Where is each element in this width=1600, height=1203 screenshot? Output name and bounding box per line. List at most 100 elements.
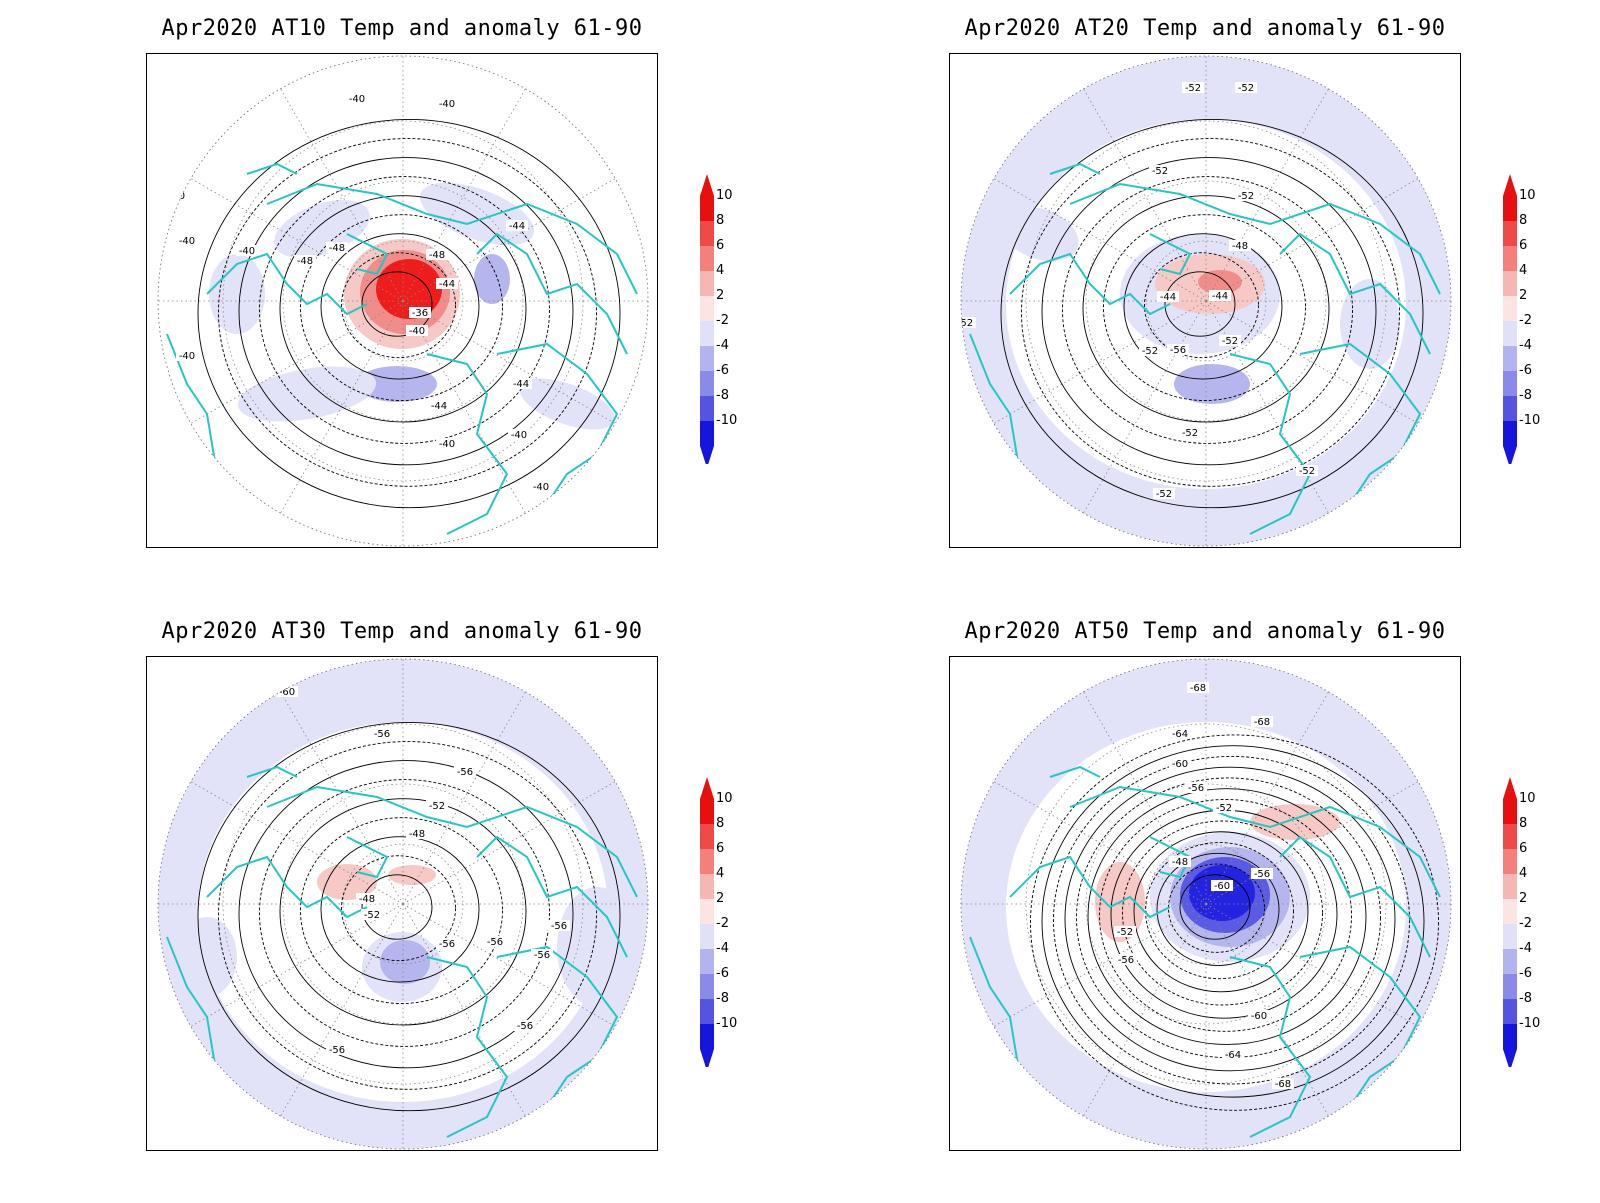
contour-label-bg — [426, 249, 448, 260]
coastline — [1279, 835, 1431, 958]
coastline — [266, 182, 638, 295]
anomaly-area-cold — [380, 940, 430, 984]
colorbar-segment — [1503, 849, 1517, 874]
latitude-gridline — [282, 783, 524, 1025]
coastline — [476, 232, 628, 355]
colorbar-segment — [700, 899, 714, 924]
map-boundary — [960, 658, 1452, 1150]
colorbar-segment — [700, 874, 714, 899]
longitude-gridline — [402, 781, 616, 905]
contour-label-bg — [510, 378, 532, 389]
temperature-contour — [1103, 214, 1306, 401]
anomaly-colorbar: 10 8 6 4 2 -2 -4 -6 -8 -10 — [700, 777, 780, 1067]
coastline — [426, 353, 509, 535]
anomaly-colorbar: 10 8 6 4 2 -2 -4 -6 -8 -10 — [700, 174, 780, 464]
colorbar-segment — [700, 849, 714, 874]
contour-label-bg — [356, 893, 378, 904]
map-canvas: -60 -56 -56 -52 -48 -48 -52 -56 -56 -56 -56 -56 -56 — [157, 658, 649, 1150]
temperature-contour — [1021, 138, 1400, 487]
contour-label-bg — [426, 800, 448, 811]
contour-label: -48 — [1172, 857, 1188, 868]
colorbar-tick-label: 4 — [716, 263, 725, 278]
temperature-contour — [1076, 777, 1381, 1059]
coastline — [1049, 162, 1101, 175]
contour-label: -56 — [439, 939, 455, 950]
colorbar-tick-label: 6 — [1519, 841, 1528, 856]
longitude-gridline — [1205, 300, 1419, 424]
temperature-contour — [320, 836, 480, 983]
contour-label: -44 — [513, 379, 529, 390]
polar-map: -40 -40 -40 -40 -40 -40 -44 -44 -44 -48 -48 -48 -36 -… — [146, 53, 658, 548]
panel-title: Apr2020 AT30 Temp and anomaly 61-90 — [161, 619, 643, 644]
anomaly-colorbar: 10 8 6 4 2 -2 -4 -6 -8 -10 — [1503, 777, 1583, 1067]
map-boundary — [157, 658, 649, 1150]
longitude-gridline — [402, 88, 526, 302]
temperature-contour — [1041, 745, 1425, 1098]
contour-label: -52 — [1216, 803, 1232, 814]
colorbar-svg — [1503, 174, 1517, 464]
contour-label-bg — [326, 1044, 348, 1055]
coastline — [1149, 233, 1192, 276]
temperature-contour — [1099, 799, 1352, 1032]
contour-label-bg — [1229, 240, 1251, 251]
contour-label-bg — [176, 235, 198, 246]
colorbar-segment — [700, 396, 714, 421]
colorbar-tick-label: 8 — [716, 213, 725, 228]
colorbar-segment — [1503, 999, 1517, 1024]
map-field: -40 -40 -40 -40 -40 -40 -44 -44 -44 -48 -48 -48 -36 -… — [158, 56, 648, 546]
contour-label-bg — [371, 728, 393, 739]
contour-label: -60 — [1172, 759, 1188, 770]
temperature-contour — [341, 855, 456, 962]
contour-label-bg — [1139, 345, 1161, 356]
panel-at30: Apr2020 AT30 Temp and anomaly 61-90 -60-… — [0, 603, 800, 1203]
contour-label: -56 — [1118, 955, 1134, 966]
contour-label: -52 — [1238, 191, 1254, 202]
map-boundary — [157, 55, 649, 547]
temperature-contour — [1087, 788, 1367, 1045]
colorbar-segment — [700, 296, 714, 321]
map-field: -60 -56 -56 -52 -48 -48 -52 -56 -56 -56 -56 -56 -56 — [158, 659, 648, 1149]
colorbar-tick-label: -10 — [716, 1016, 738, 1031]
contour-label-bg — [1169, 758, 1191, 769]
contour-label-bg — [508, 429, 530, 440]
coastline — [1229, 956, 1312, 1138]
colorbar-top-arrow — [1503, 174, 1517, 196]
temperature-contour — [361, 874, 433, 940]
temperature-contour — [1144, 252, 1259, 359]
contour-label: -40 — [179, 236, 195, 247]
contour-label-bg — [294, 255, 316, 266]
contour-label-bg — [436, 278, 458, 289]
map-canvas: -40 -40 -40 -40 -40 -40 -44 -44 -44 -48 -48 -48 -36 -… — [157, 55, 649, 547]
contour-label-bg — [1157, 291, 1179, 302]
temperature-contour — [1156, 852, 1280, 966]
longitude-gridline — [190, 781, 404, 905]
temperature-contour — [279, 195, 527, 423]
anomaly-area-cold — [419, 182, 535, 246]
contour-label: -48 — [1232, 241, 1248, 252]
contour-label: -48 — [297, 256, 313, 267]
longitude-gridline — [280, 88, 404, 302]
contour-label-bg — [1167, 344, 1189, 355]
temperature-contour — [238, 157, 574, 466]
colorbar-tick-label: 2 — [1519, 288, 1528, 303]
contour-label-bg — [1182, 82, 1204, 93]
anomaly-area-cold — [177, 917, 237, 997]
colorbar-segment — [700, 799, 714, 824]
contour-label: -40 — [533, 482, 549, 493]
polar-map: -60 -56 -56 -52 -48 -48 -52 -56 -56 -56 -56 -56 -56 — [146, 656, 658, 1151]
contour-label-bg — [361, 909, 383, 920]
temperature-contour — [259, 176, 550, 444]
colorbar-tick-label: 10 — [1519, 791, 1536, 806]
longitude-gridline — [993, 903, 1207, 1027]
contour-label: -52 — [1238, 83, 1254, 94]
contour-label: -40 — [239, 246, 255, 257]
contour-label-bg — [409, 307, 431, 318]
temperature-contour — [1179, 874, 1251, 940]
colorbar-tick-label: -8 — [1519, 991, 1532, 1006]
coastline — [346, 836, 389, 879]
colorbar-tick-label: -6 — [1519, 363, 1532, 378]
contour-label: -64 — [1225, 1050, 1241, 1061]
longitude-gridline — [1205, 903, 1419, 1027]
colorbar-segment — [700, 949, 714, 974]
temperature-contour — [1000, 119, 1424, 509]
